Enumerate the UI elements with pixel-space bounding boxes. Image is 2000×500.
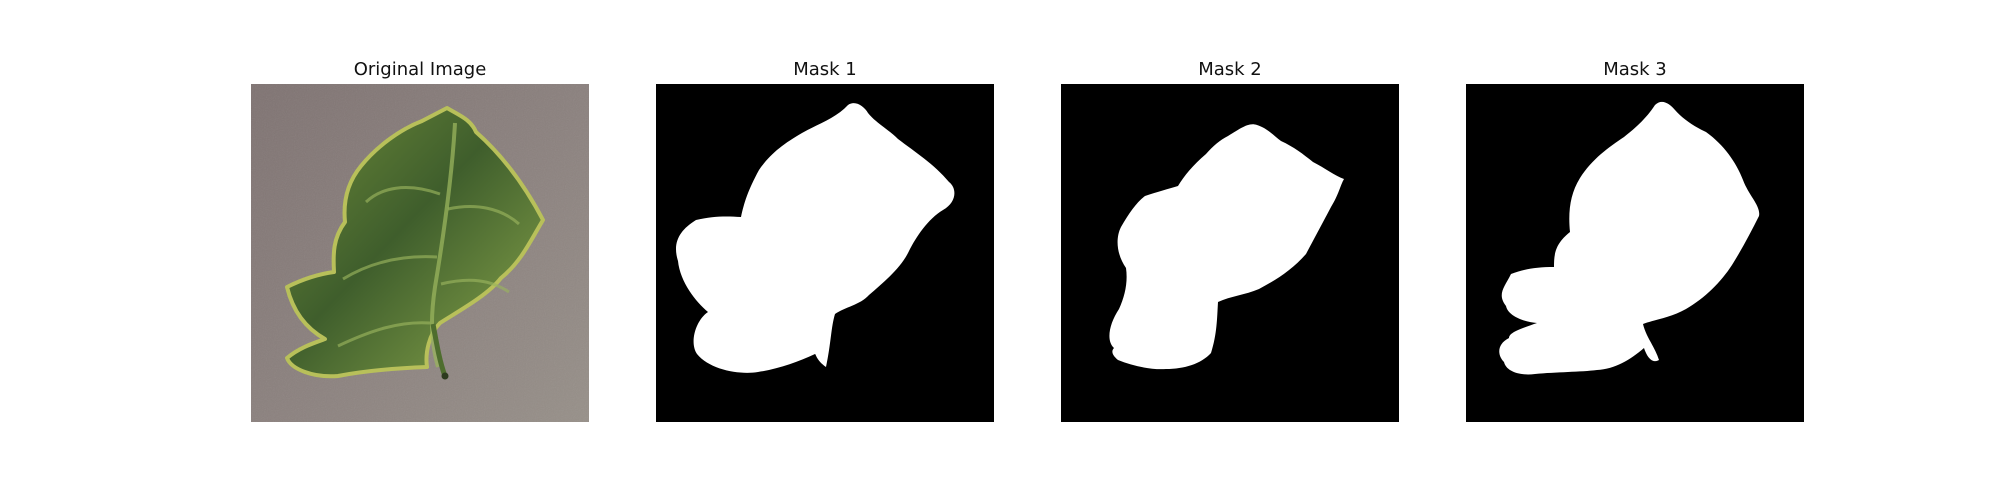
leaf-stem [430, 323, 448, 377]
panel-mask-1: Mask 1 [656, 58, 994, 428]
leaf-shape [285, 106, 545, 379]
leaf-vein-2 [447, 205, 520, 226]
leaf-midrib [430, 122, 457, 368]
mask-2-image [1061, 84, 1399, 422]
panel-original-image: Original Image [251, 58, 589, 428]
mask-foreground [1109, 124, 1344, 370]
panel-title: Mask 3 [1603, 59, 1667, 80]
leaf-vein-3 [342, 255, 438, 281]
leaf-vein-1 [364, 186, 441, 204]
panel-mask-3: Mask 3 [1466, 58, 1804, 428]
original-leaf-image [251, 84, 589, 422]
mask-1-image [656, 84, 994, 422]
panel-mask-2: Mask 2 [1061, 58, 1399, 428]
mask-foreground [1499, 101, 1760, 375]
panel-title: Mask 2 [1198, 59, 1262, 80]
mask-foreground [676, 103, 955, 373]
leaf-vein-4 [440, 278, 510, 294]
stem-tip [441, 372, 449, 380]
panel-title: Mask 1 [793, 59, 857, 80]
mask-3-image [1466, 84, 1804, 422]
panel-title: Original Image [353, 59, 487, 80]
leaf-vein-5 [337, 321, 431, 348]
